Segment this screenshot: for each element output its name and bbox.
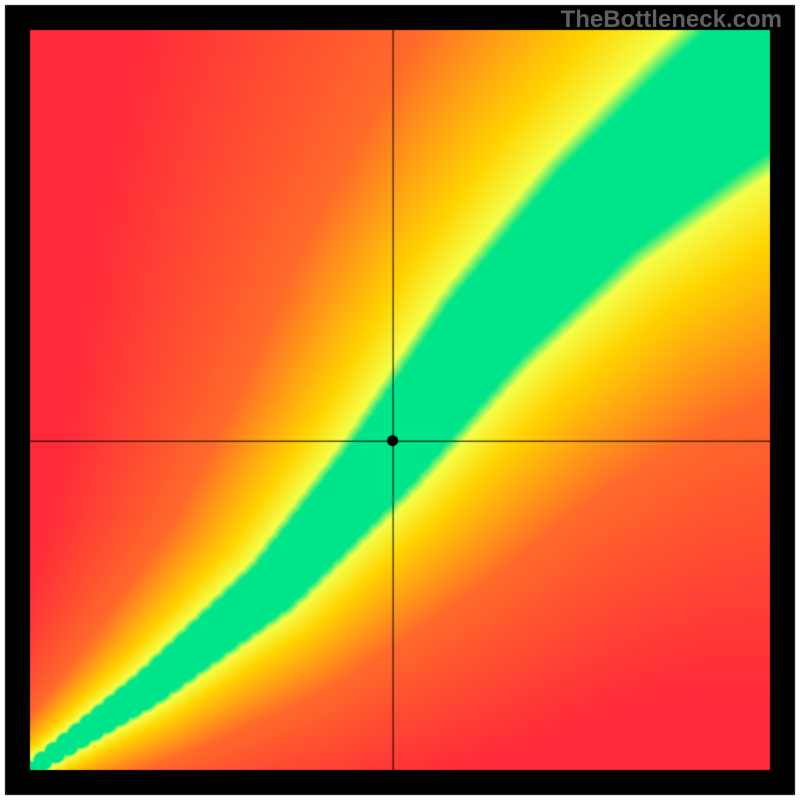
chart-container: TheBottleneck.com — [0, 0, 800, 800]
watermark-text: TheBottleneck.com — [561, 6, 782, 34]
heatmap-canvas — [0, 0, 800, 800]
